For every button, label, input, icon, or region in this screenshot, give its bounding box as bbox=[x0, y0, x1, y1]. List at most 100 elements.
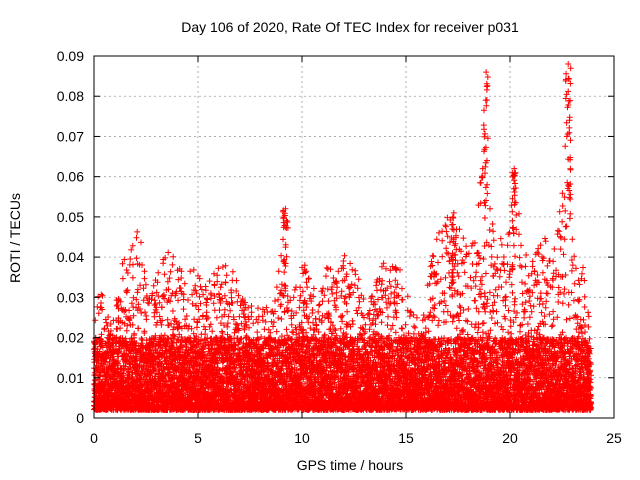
data-point bbox=[140, 285, 147, 292]
data-point bbox=[198, 286, 205, 293]
data-point bbox=[169, 261, 176, 268]
data-point bbox=[202, 287, 209, 294]
data-point bbox=[216, 307, 223, 314]
data-point bbox=[228, 294, 235, 301]
chart-title: Day 106 of 2020, Rate Of TEC Index for r… bbox=[181, 19, 519, 35]
data-point bbox=[218, 328, 225, 335]
data-point bbox=[143, 316, 150, 323]
data-point bbox=[297, 284, 304, 291]
data-point bbox=[161, 271, 168, 278]
data-point bbox=[98, 331, 105, 338]
data-point bbox=[130, 312, 137, 319]
data-point bbox=[177, 285, 184, 292]
data-point bbox=[121, 256, 128, 263]
data-point bbox=[153, 309, 160, 316]
data-point bbox=[92, 317, 99, 324]
data-point bbox=[99, 338, 106, 344]
data-point bbox=[175, 297, 182, 304]
data-point bbox=[164, 316, 171, 323]
data-point bbox=[117, 298, 124, 305]
data-point bbox=[124, 366, 131, 372]
data-point bbox=[154, 279, 161, 286]
data-point bbox=[94, 303, 101, 310]
data-point bbox=[137, 282, 144, 289]
data-point bbox=[272, 298, 278, 304]
data-point bbox=[113, 334, 120, 341]
data-points bbox=[90, 61, 595, 413]
data-point bbox=[193, 290, 200, 297]
data-point bbox=[229, 300, 236, 306]
data-point bbox=[206, 278, 213, 285]
data-point bbox=[254, 329, 261, 336]
data-point bbox=[211, 270, 217, 277]
data-point bbox=[133, 255, 140, 262]
data-point bbox=[141, 328, 148, 335]
data-point bbox=[221, 306, 228, 313]
data-point bbox=[169, 308, 176, 314]
data-point bbox=[223, 272, 230, 279]
data-point bbox=[215, 265, 222, 272]
data-point bbox=[288, 321, 295, 328]
data-point bbox=[124, 270, 131, 276]
data-point bbox=[170, 253, 177, 260]
data-point bbox=[211, 282, 218, 289]
data-point bbox=[156, 313, 163, 320]
data-point bbox=[273, 328, 280, 335]
data-point bbox=[214, 272, 221, 279]
data-point bbox=[123, 288, 130, 294]
data-point bbox=[275, 315, 282, 321]
data-point bbox=[255, 305, 261, 312]
data-point bbox=[142, 281, 149, 288]
data-point bbox=[133, 296, 140, 303]
data-point bbox=[267, 329, 274, 336]
data-point bbox=[135, 325, 142, 332]
data-point bbox=[141, 275, 148, 282]
data-point bbox=[143, 337, 150, 344]
data-point bbox=[142, 309, 148, 316]
data-point bbox=[227, 307, 234, 314]
data-point bbox=[129, 242, 136, 249]
data-point bbox=[290, 294, 297, 301]
data-point bbox=[187, 268, 194, 275]
data-point bbox=[126, 368, 132, 375]
data-point bbox=[278, 252, 285, 259]
data-point bbox=[248, 309, 255, 316]
data-point bbox=[217, 284, 224, 291]
data-point bbox=[123, 267, 130, 273]
data-point bbox=[138, 310, 145, 316]
data-point bbox=[156, 356, 163, 363]
data-point bbox=[203, 309, 210, 316]
data-point bbox=[265, 326, 272, 333]
data-point bbox=[128, 300, 135, 307]
data-point bbox=[273, 284, 280, 291]
data-point bbox=[193, 324, 200, 331]
data-point bbox=[99, 306, 106, 313]
data-point bbox=[103, 319, 110, 326]
data-point bbox=[138, 239, 144, 246]
data-point bbox=[127, 314, 134, 321]
data-point bbox=[134, 348, 141, 355]
data-point bbox=[114, 325, 121, 332]
data-point bbox=[104, 322, 111, 329]
data-point bbox=[270, 323, 276, 330]
data-point bbox=[219, 264, 226, 270]
data-point bbox=[221, 292, 228, 299]
data-point bbox=[134, 228, 141, 235]
data-point bbox=[105, 314, 112, 320]
data-point bbox=[151, 313, 158, 320]
data-point bbox=[278, 316, 285, 322]
data-point bbox=[133, 234, 140, 241]
data-point bbox=[185, 297, 191, 303]
data-point bbox=[129, 274, 136, 281]
data-point bbox=[137, 306, 143, 312]
data-point bbox=[139, 262, 145, 268]
data-point bbox=[150, 282, 157, 289]
data-point bbox=[124, 322, 131, 329]
data-point bbox=[233, 277, 240, 284]
data-point bbox=[151, 297, 158, 304]
data-point bbox=[130, 261, 136, 268]
data-point bbox=[99, 344, 106, 351]
data-point bbox=[135, 301, 142, 308]
data-point bbox=[107, 321, 114, 327]
data-point bbox=[222, 262, 229, 269]
